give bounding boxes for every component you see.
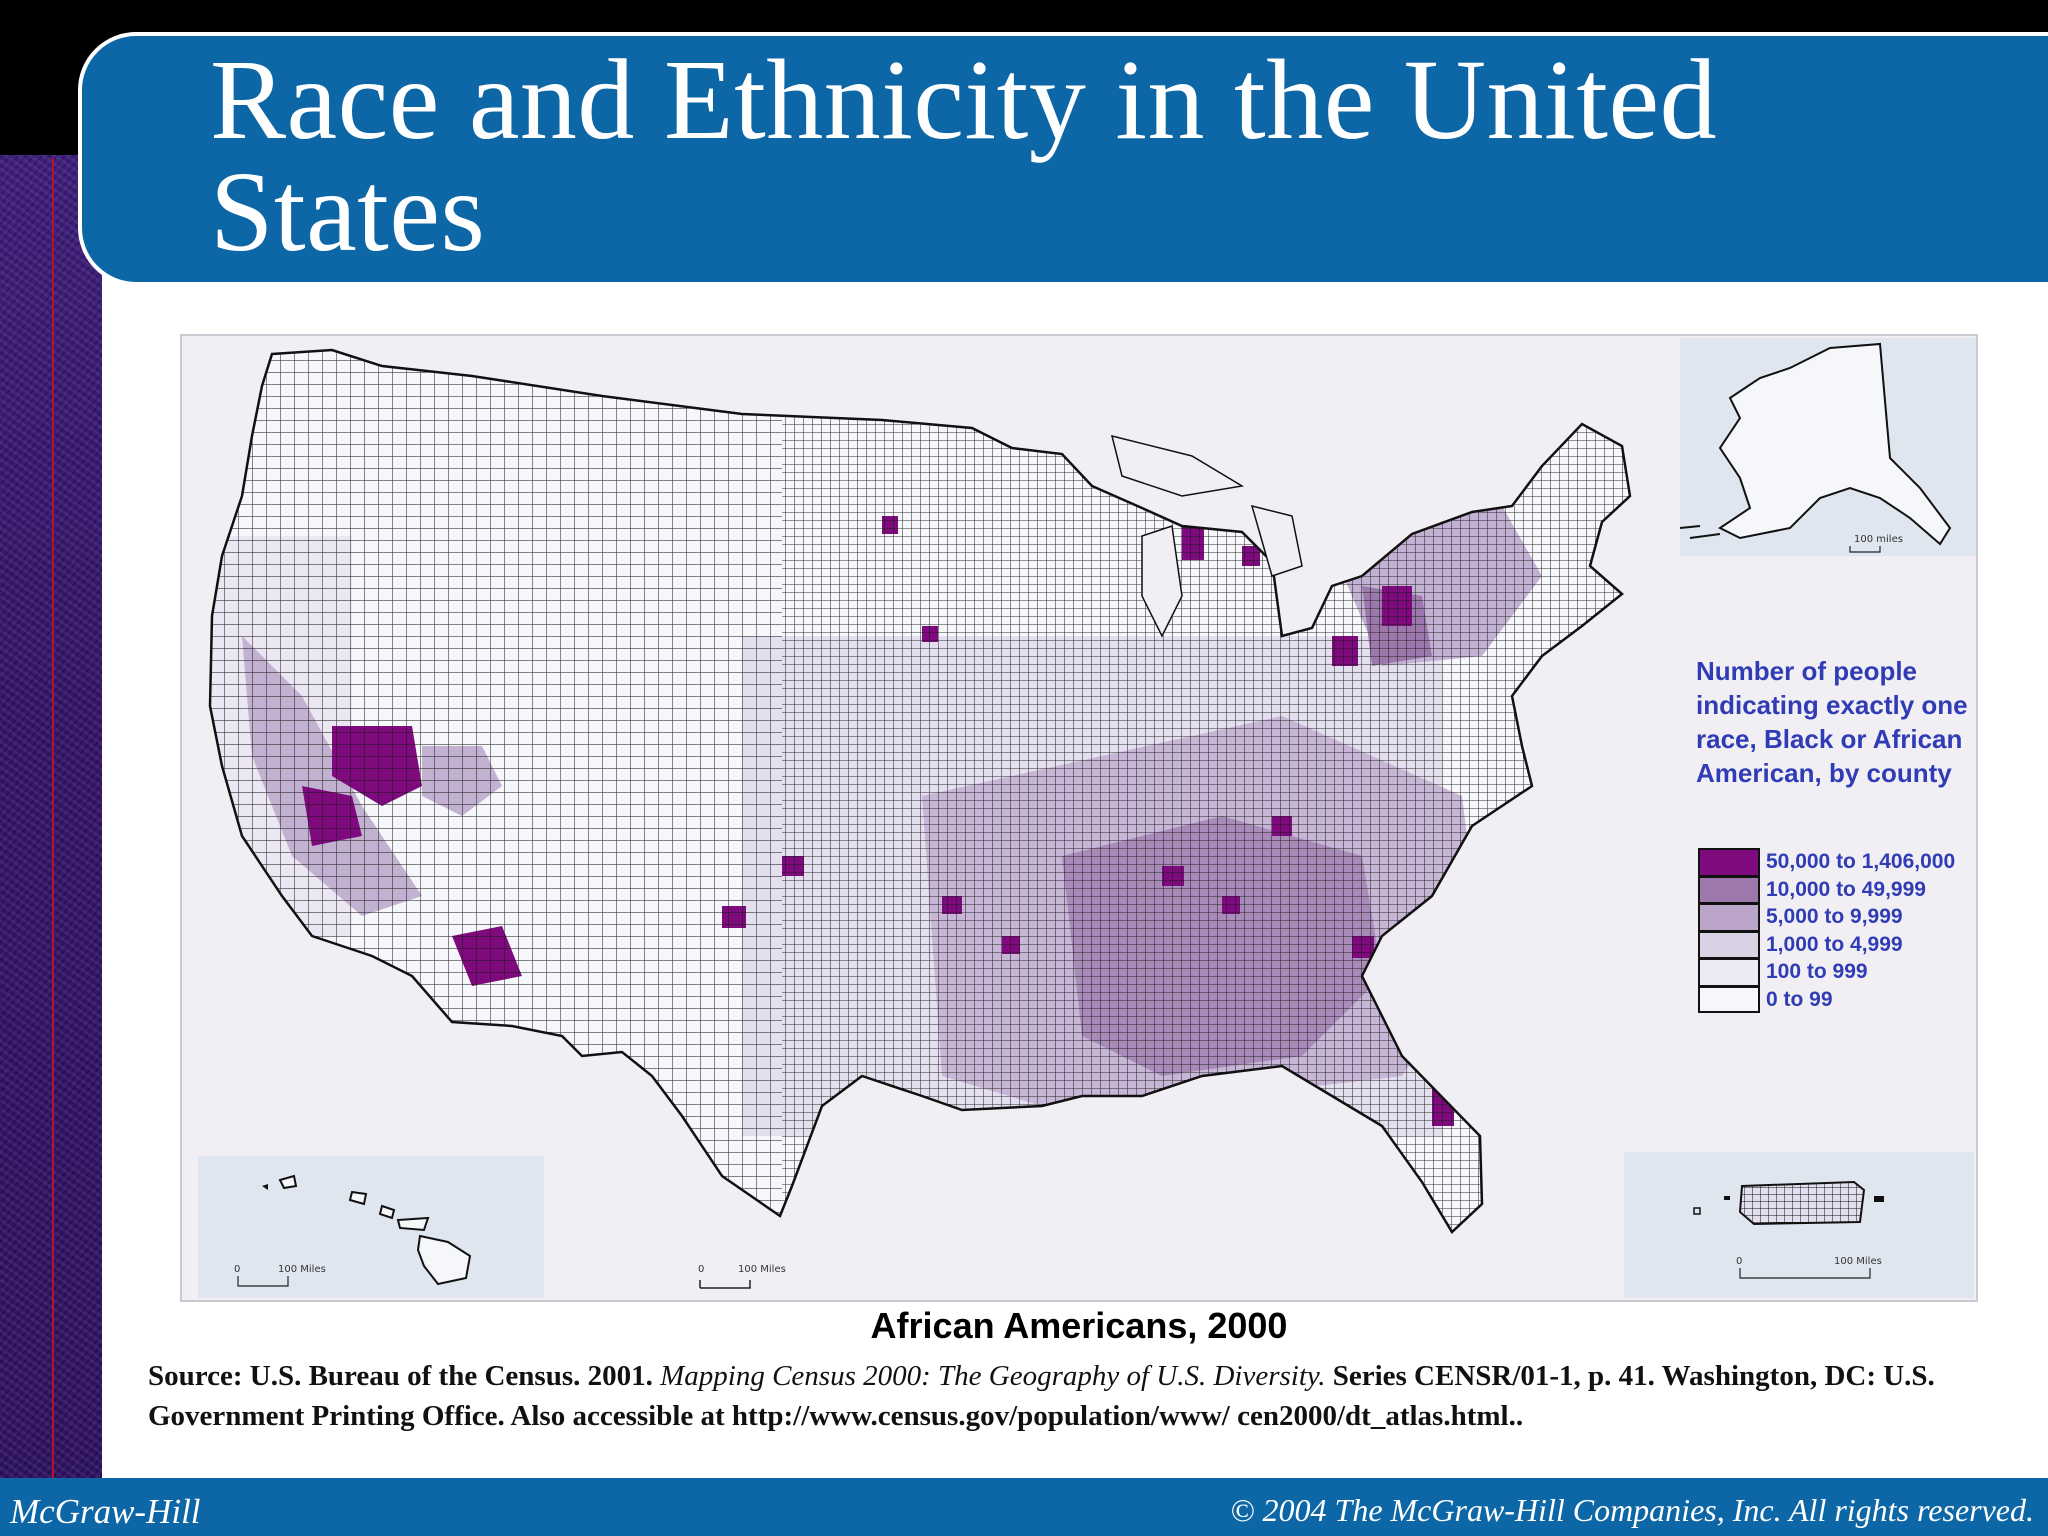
left-decorative-strip xyxy=(0,155,102,1495)
legend-item: 50,000 to 1,406,000 xyxy=(1698,848,2028,876)
legend-swatch xyxy=(1698,875,1760,903)
main-scale-zero: 0 xyxy=(698,1264,705,1275)
slide-title: Race and Ethnicity in the United States xyxy=(210,36,1718,275)
lake-huron xyxy=(1250,504,1303,577)
legend-item: 100 to 999 xyxy=(1698,958,2028,986)
hawaii-scale-zero: 0 xyxy=(234,1264,241,1275)
legend-label: 100 to 999 xyxy=(1766,960,1868,983)
map-caption: African Americans, 2000 xyxy=(870,1305,1288,1346)
lake-superior xyxy=(1110,434,1245,497)
main-scale-bar xyxy=(699,1280,751,1289)
alaska-scale-label: 100 miles xyxy=(1854,534,1903,545)
footer-bar xyxy=(0,1478,2048,1536)
legend-swatch xyxy=(1698,985,1760,1013)
lake-michigan xyxy=(1141,525,1183,638)
legend-label: 0 to 99 xyxy=(1766,987,1833,1011)
legend-title: Number of people indicating exactly one … xyxy=(1696,656,1968,788)
legend-item: 0 to 99 xyxy=(1698,985,2028,1013)
source-prefix: Source: U.S. Bureau of the Census. 2001. xyxy=(148,1360,661,1392)
legend-swatch xyxy=(1698,848,1760,876)
legend-label: 50,000 to 1,406,000 xyxy=(1766,850,1956,873)
legend-label: 5,000 to 9,999 xyxy=(1766,905,1903,928)
map-canvas xyxy=(208,348,1632,1289)
legend: 50,000 to 1,406,000 10,000 to 49,999 5,0… xyxy=(1698,848,2028,1013)
legend-item: 1,000 to 4,999 xyxy=(1698,930,2028,958)
left-accent-line xyxy=(52,158,54,1488)
source-title: Mapping Census 2000: The Geography of U.… xyxy=(660,1360,1326,1392)
alaska-map xyxy=(1679,342,1952,553)
us-county-map: 100 miles 0 100 Miles 0 100 Miles xyxy=(180,334,1978,1302)
puerto-rico-map xyxy=(1693,1180,1884,1279)
copyright-notice: © 2004 The McGraw-Hill Companies, Inc. A… xyxy=(1230,1492,2034,1528)
hawaii-map xyxy=(237,1174,472,1287)
publisher-name: McGraw-Hill xyxy=(10,1492,201,1531)
hawaii-scale-label: 100 Miles xyxy=(278,1264,326,1275)
source-rest: Series CENSR/01-1, p. 41. Washington, DC… xyxy=(148,1360,1935,1432)
legend-label: 10,000 to 49,999 xyxy=(1766,877,1926,901)
pr-scale-label: 100 Miles xyxy=(1834,1256,1882,1267)
puerto-rico-inset: 0 100 Miles xyxy=(1624,1152,1974,1298)
legend-swatch xyxy=(1698,958,1760,986)
pr-scale-zero: 0 xyxy=(1736,1256,1743,1267)
lower48-outline xyxy=(208,348,1632,1234)
legend-label: 1,000 to 4,999 xyxy=(1766,932,1903,956)
hawaii-inset: 0 100 Miles xyxy=(198,1156,544,1298)
main-scale-label: 100 Miles xyxy=(738,1264,786,1275)
legend-item: 10,000 to 49,999 xyxy=(1698,875,2028,903)
legend-swatch xyxy=(1698,930,1760,958)
legend-swatch xyxy=(1698,903,1760,931)
alaska-inset: 100 miles xyxy=(1679,338,1976,556)
legend-item: 5,000 to 9,999 xyxy=(1698,903,2028,931)
title-bar xyxy=(78,32,2048,286)
source-citation: Source: U.S. Bureau of the Census. 2001.… xyxy=(148,1356,1988,1436)
